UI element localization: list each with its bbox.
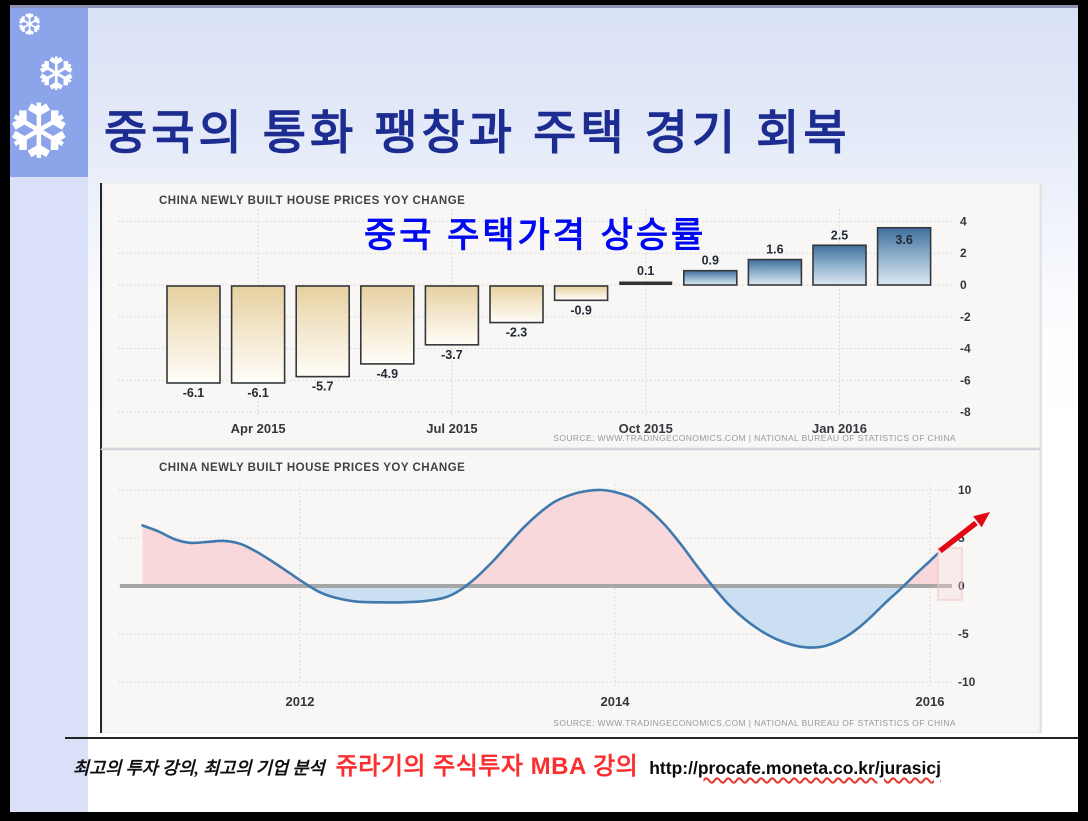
y-tick-label: 5 bbox=[958, 531, 965, 545]
y-tick-label: -8 bbox=[960, 405, 971, 419]
chart-source-attribution: SOURCE: WWW.TRADINGECONOMICS.COM | NATIO… bbox=[553, 433, 956, 443]
page-title: 중국의 통화 팽창과 주택 경기 회복 bbox=[104, 106, 851, 160]
snowflake-icon: ❆ bbox=[37, 48, 76, 100]
snowflake-icon: ❆ bbox=[10, 90, 71, 175]
x-tick-label: Jul 2015 bbox=[426, 421, 477, 436]
y-tick-label: 2 bbox=[960, 246, 967, 260]
bar bbox=[619, 281, 673, 285]
bar bbox=[812, 244, 867, 286]
y-tick-label: -4 bbox=[960, 342, 971, 356]
slide-content: ❆ ❆ ❆ 중국의 통화 팽창과 주택 경기 회복 bbox=[10, 5, 1078, 812]
bar-value-label: 0.1 bbox=[637, 264, 654, 278]
x-tick-label: Apr 2015 bbox=[231, 421, 286, 436]
bar-value-label: 1.6 bbox=[766, 243, 783, 257]
footer-course-name: 쥬라기의 주식투자 MBA 강의 bbox=[335, 753, 639, 780]
bar-chart-panel: 4 2 0 -2 -4 -6 -8 Apr 2015 Jul 2015 Oct 2015 Jan 2… bbox=[100, 183, 1040, 450]
footer-url-host: procafe.moneta.co.kr/jurasicj bbox=[697, 758, 941, 778]
bar-value-label: -3.7 bbox=[441, 348, 463, 362]
y-tick-label: -10 bbox=[958, 675, 976, 689]
x-tick-label: 2016 bbox=[916, 694, 945, 709]
x-tick-label: Jan 2016 bbox=[812, 421, 867, 436]
zero-line bbox=[120, 584, 952, 588]
area-fill-negative bbox=[142, 586, 938, 648]
bar bbox=[359, 285, 415, 365]
bar-value-label: -2.3 bbox=[506, 326, 528, 340]
x-tick-label: Oct 2015 bbox=[619, 421, 673, 436]
bar bbox=[166, 285, 221, 384]
y-tick-label: 4 bbox=[960, 214, 967, 228]
bar bbox=[424, 285, 480, 346]
bar-value-label: -6.1 bbox=[183, 386, 205, 400]
y-tick-label: -6 bbox=[960, 373, 971, 387]
decor-sidebar: ❆ ❆ ❆ bbox=[10, 8, 88, 812]
snowflake-icon: ❆ bbox=[17, 9, 43, 42]
y-tick-label: 0 bbox=[960, 278, 967, 292]
bar bbox=[230, 285, 286, 384]
y-tick-label: 10 bbox=[958, 483, 972, 497]
chart-title: CHINA NEWLY BUILT HOUSE PRICES YOY CHANG… bbox=[159, 462, 466, 474]
bar bbox=[295, 285, 350, 378]
bar bbox=[747, 258, 803, 286]
footer-divider bbox=[65, 737, 1078, 739]
bar-value-label: 3.6 bbox=[895, 233, 912, 247]
bar bbox=[553, 285, 609, 302]
decor-sidebar-snowflake-band: ❆ ❆ ❆ bbox=[10, 8, 88, 177]
x-tick-label: 2014 bbox=[601, 694, 631, 709]
bar-value-label: -0.9 bbox=[570, 303, 592, 317]
bar-value-label: 2.5 bbox=[831, 228, 848, 242]
bar-value-label: 0.9 bbox=[702, 254, 719, 268]
x-tick-label: 2012 bbox=[286, 694, 315, 709]
footer: 최고의 투자 강의, 최고의 기업 분석 쥬라기의 주식투자 MBA 강의 ht… bbox=[73, 746, 1078, 781]
bar-value-label: -5.7 bbox=[312, 380, 334, 394]
bar bbox=[489, 285, 544, 324]
footer-url-scheme: http:// bbox=[649, 758, 698, 778]
bar-value-label: -4.9 bbox=[377, 367, 399, 381]
charts-container: 4 2 0 -2 -4 -6 -8 Apr 2015 Jul 2015 Oct 2015 Jan 2… bbox=[100, 183, 1040, 733]
trend-arrow-head bbox=[973, 512, 990, 528]
footer-tagline: 최고의 투자 강의, 최고의 기업 분석 bbox=[73, 758, 325, 778]
bar-chart-svg: 4 2 0 -2 -4 -6 -8 Apr 2015 Jul 2015 Oct 2015 Jan 2… bbox=[118, 209, 971, 436]
footer-url[interactable]: http://procafe.moneta.co.kr/jurasicj bbox=[649, 758, 941, 779]
chart-source-attribution: SOURCE: WWW.TRADINGECONOMICS.COM | NATIO… bbox=[553, 718, 956, 728]
y-tick-label: -5 bbox=[958, 627, 969, 641]
y-tick-label: -2 bbox=[960, 310, 971, 324]
area-fill-positive bbox=[142, 489, 938, 586]
trend-arrow bbox=[938, 520, 978, 554]
bar bbox=[682, 269, 738, 286]
bar-value-label: -6.1 bbox=[247, 386, 269, 400]
highlight-box bbox=[937, 547, 963, 601]
chart-title: CHINA NEWLY BUILT HOUSE PRICES YOY CHANG… bbox=[159, 195, 466, 207]
series-line bbox=[141, 488, 940, 649]
bar bbox=[876, 226, 932, 286]
chart-overlay-label: 중국 주택가격 상승률 bbox=[364, 216, 707, 255]
